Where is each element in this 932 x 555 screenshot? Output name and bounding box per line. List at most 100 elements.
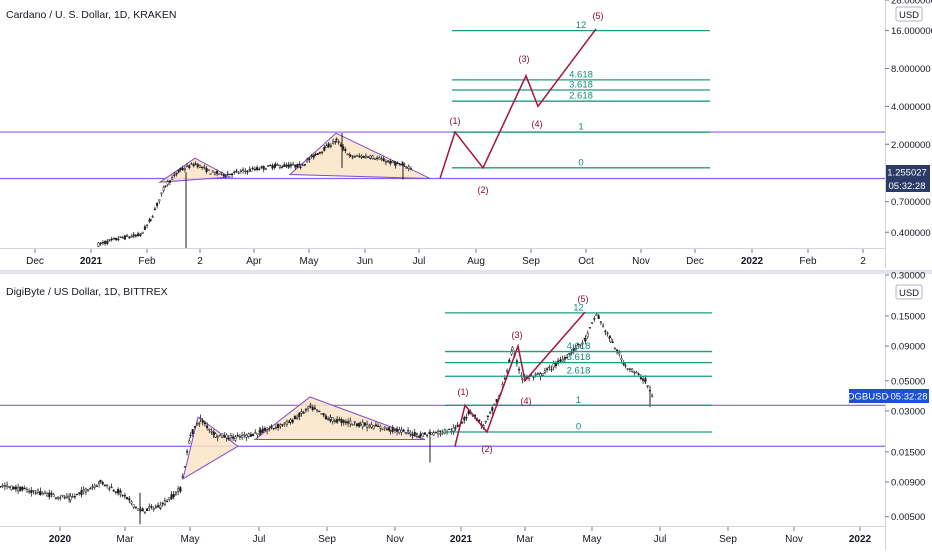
dgb-candle-body [351, 423, 354, 426]
dgb-x-tick-label: Jul [253, 534, 266, 545]
dgb-candle-body [434, 431, 437, 434]
dgb-candle-body [541, 372, 544, 376]
ada-candle-body [242, 169, 245, 171]
dgb-candle-body [119, 490, 122, 493]
dgb-candle-body [491, 407, 494, 411]
dgb-currency-box[interactable] [895, 284, 923, 300]
dgb-candle-body [196, 423, 199, 426]
dgb-candle-body [333, 420, 336, 422]
dgb-candle-body [439, 433, 442, 435]
dgb-candle-body [478, 419, 481, 422]
dgb-candle-body [506, 370, 509, 372]
dgb-candle-body [324, 415, 327, 420]
ada-currency-box[interactable] [895, 6, 923, 22]
ada-candle-body [405, 167, 408, 169]
dgb-candle-body [130, 501, 133, 504]
dgb-candle-body [606, 332, 609, 335]
ada-candle-body [262, 166, 265, 170]
ada-candle-body [299, 166, 302, 168]
dgb-candle-body [609, 337, 612, 343]
dgb-candle-body [106, 484, 109, 486]
ada-wave-label: (5) [593, 11, 604, 21]
dgb-triangle-pattern[interactable] [182, 416, 239, 480]
dgb-candle-body [121, 494, 124, 497]
ada-candle-body [356, 155, 359, 157]
ada-candle-body [373, 158, 376, 160]
ada-candle-body [360, 155, 363, 158]
ada-x-tick-label: Dec [26, 256, 44, 267]
ada-candle-body [380, 158, 383, 160]
dgb-candle-body [108, 488, 111, 490]
ada-candle-body [231, 173, 234, 176]
dgb-candle-body [452, 427, 455, 432]
dgb-x-tick-label: Sep [719, 534, 737, 545]
dgb-candle-body [279, 424, 282, 427]
ada-elliott-wave-path[interactable] [439, 28, 597, 179]
dgb-candle-body [191, 429, 194, 434]
ada-candle-body [337, 141, 340, 143]
dgb-candle-body [218, 434, 221, 436]
dgb-candle-body [448, 428, 451, 431]
dgb-candle-body [43, 491, 46, 494]
ada-price-axis[interactable]: 28.000000 16.000000 8.000000 4.000000 2.0000… [885, 0, 932, 239]
dgb-candle-body [93, 485, 96, 488]
dgb-candle-body [163, 500, 166, 505]
dgb-candle-body [73, 495, 76, 498]
dgb-candle-body [188, 440, 191, 444]
dgb-time-axis[interactable]: 2020 Mar May Jul Sep Nov 2021 Mar May Jul Sep Nov 20… [49, 527, 872, 545]
dgb-candle-body [342, 420, 345, 423]
dgb-candle-body [110, 486, 113, 489]
ada-triangle-pattern[interactable] [158, 157, 232, 183]
ada-candle-body [196, 163, 199, 168]
dgb-x-tick-label: 2021 [450, 534, 473, 545]
dgb-wave-label: (4) [521, 396, 532, 406]
dgb-candle-body [618, 352, 621, 355]
ada-candle-body [278, 165, 281, 168]
dgb-candle-body [168, 497, 171, 500]
dgb-candle-body [611, 341, 614, 344]
dgb-candle-body [227, 437, 230, 440]
ada-candle-body [128, 236, 131, 239]
dgb-candle-body [225, 434, 228, 439]
dgb-elliott-wave-path[interactable] [454, 311, 586, 447]
dgb-candle-body [57, 497, 60, 499]
dgb-price-axis[interactable]: 0.30000 0.15000 0.09000 0.05000 0.03000 0.015… [885, 271, 925, 524]
dgb-x-tick-label: Mar [516, 534, 534, 545]
panel-separator[interactable] [0, 270, 932, 274]
ada-candle-body [298, 163, 301, 166]
dgb-candle-body [69, 496, 72, 501]
ada-candle-body [141, 231, 144, 234]
dgb-candle-body [651, 395, 654, 398]
dgb-candle-body [379, 426, 382, 429]
dgb-candle-body [91, 486, 94, 488]
dgb-currency-label: USD [899, 288, 919, 299]
ada-candle-body [162, 187, 165, 191]
ada-candle-body [285, 164, 288, 167]
dgb-candle-body [463, 417, 466, 421]
ada-time-axis[interactable]: Dec 2021 Feb 2 Apr May Jun Jul Aug Sep Oct Nov Dec 20… [26, 249, 866, 267]
ada-x-tick-label: May [300, 256, 319, 267]
dgb-panel: DigiByte / US Dollar, 1D, BITTREX 12 4.61… [0, 271, 929, 545]
dgb-candle-body [39, 490, 42, 494]
dgb-candle-body [518, 368, 521, 371]
dgb-candle-body [89, 488, 92, 490]
ada-x-tick-label: 2021 [80, 256, 103, 267]
dgb-candle-body [61, 495, 64, 497]
ada-candle-body [235, 170, 238, 172]
dgb-candle-body [126, 496, 129, 499]
dgb-candle-body [84, 488, 87, 493]
dgb-candle-body [52, 494, 55, 497]
ada-candle-body [283, 164, 286, 168]
dgb-candle-body [203, 422, 206, 425]
dgb-candle-body [154, 506, 157, 508]
dgb-candle-body [174, 492, 177, 495]
dgb-candle-body [63, 496, 66, 499]
dgb-candle-body [268, 428, 271, 430]
ada-y-tick-label: 0.400000 [891, 228, 931, 239]
ada-candle-body [233, 171, 236, 173]
dgb-candle-body [21, 486, 24, 490]
dgb-x-tick-label: Mar [116, 534, 134, 545]
dgb-candle-body [95, 485, 98, 487]
